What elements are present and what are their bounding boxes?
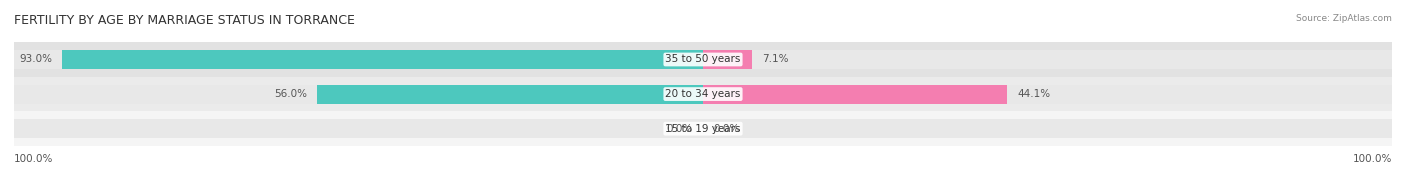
Bar — [14, 119, 703, 138]
Bar — [14, 77, 1392, 111]
Text: 0.0%: 0.0% — [713, 124, 740, 134]
Text: 93.0%: 93.0% — [18, 54, 52, 64]
Bar — [703, 84, 1392, 104]
Bar — [703, 50, 1392, 69]
Text: 35 to 50 years: 35 to 50 years — [665, 54, 741, 64]
Text: 7.1%: 7.1% — [762, 54, 789, 64]
Bar — [14, 111, 1392, 146]
Text: Source: ZipAtlas.com: Source: ZipAtlas.com — [1296, 14, 1392, 23]
Text: 15 to 19 years: 15 to 19 years — [665, 124, 741, 134]
Bar — [14, 42, 1392, 77]
Legend: Married, Unmarried: Married, Unmarried — [626, 194, 780, 196]
Bar — [14, 84, 703, 104]
Bar — [14, 50, 703, 69]
Text: 0.0%: 0.0% — [666, 124, 693, 134]
Bar — [703, 119, 1392, 138]
Bar — [703, 84, 1007, 104]
Bar — [62, 50, 703, 69]
Text: 20 to 34 years: 20 to 34 years — [665, 89, 741, 99]
Text: 56.0%: 56.0% — [274, 89, 307, 99]
Bar — [318, 84, 703, 104]
Text: 100.0%: 100.0% — [1353, 154, 1392, 164]
Bar — [703, 50, 752, 69]
Text: 44.1%: 44.1% — [1017, 89, 1050, 99]
Text: FERTILITY BY AGE BY MARRIAGE STATUS IN TORRANCE: FERTILITY BY AGE BY MARRIAGE STATUS IN T… — [14, 14, 354, 27]
Text: 100.0%: 100.0% — [14, 154, 53, 164]
